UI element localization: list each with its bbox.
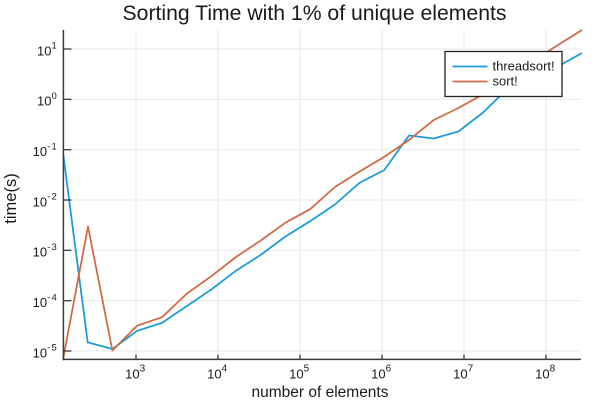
- svg-text:104: 104: [207, 364, 227, 382]
- svg-text:10-2: 10-2: [33, 192, 57, 210]
- svg-text:10-1: 10-1: [33, 141, 57, 159]
- svg-text:time(s): time(s): [2, 173, 20, 223]
- svg-text:sort!: sort!: [493, 74, 518, 89]
- svg-text:103: 103: [125, 364, 145, 382]
- svg-text:10-4: 10-4: [33, 292, 57, 310]
- svg-text:108: 108: [535, 364, 555, 382]
- svg-text:number of elements: number of elements: [252, 384, 389, 400]
- svg-text:Sorting Time with 1% of unique: Sorting Time with 1% of unique elements: [123, 2, 507, 25]
- svg-text:100: 100: [37, 91, 57, 109]
- svg-text:101: 101: [37, 41, 57, 59]
- svg-text:107: 107: [453, 364, 473, 382]
- svg-text:106: 106: [371, 364, 391, 382]
- svg-text:105: 105: [289, 364, 309, 382]
- svg-text:10-3: 10-3: [33, 242, 57, 260]
- svg-text:10-5: 10-5: [33, 343, 57, 361]
- svg-text:threadsort!: threadsort!: [493, 59, 555, 74]
